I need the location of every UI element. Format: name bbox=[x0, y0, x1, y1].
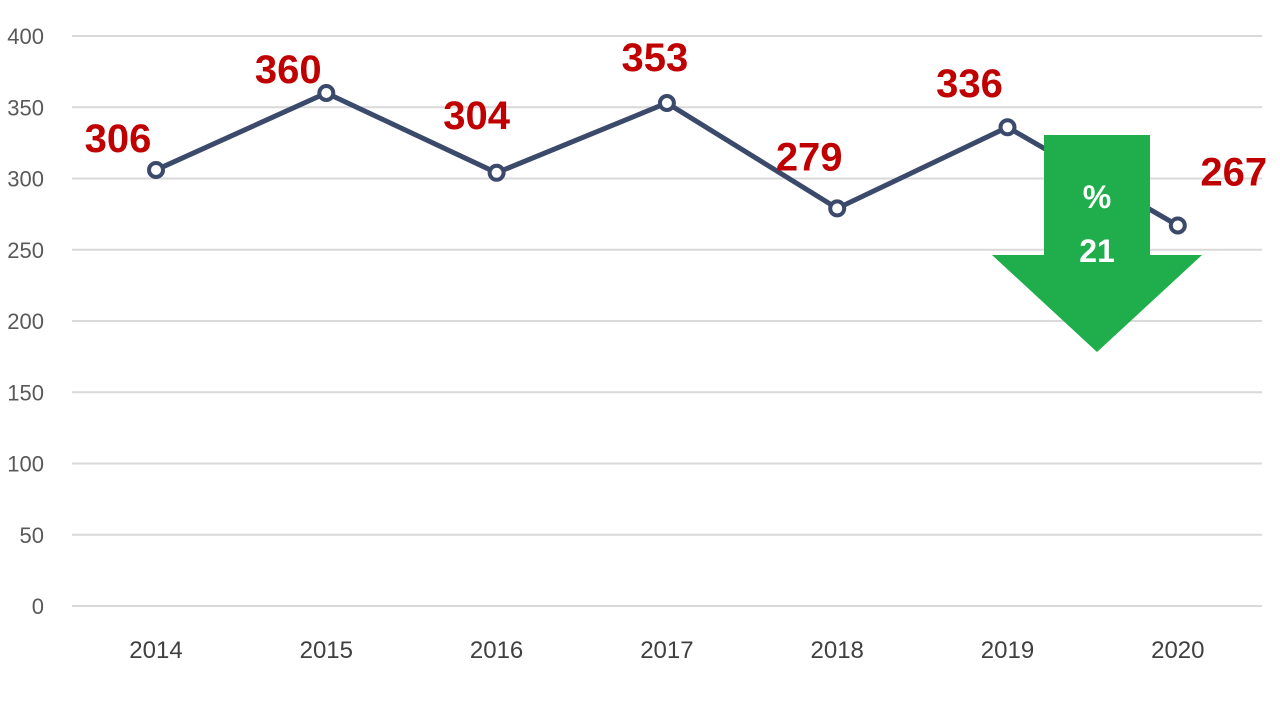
series-line-group bbox=[154, 90, 1180, 228]
arrow-percent-symbol: % bbox=[1083, 179, 1111, 215]
y-tick-label: 0 bbox=[32, 594, 44, 619]
x-tick-label: 2019 bbox=[981, 637, 1034, 664]
arrow-percent-value: 21 bbox=[1079, 233, 1115, 269]
y-tick-label: 100 bbox=[7, 452, 44, 477]
x-axis-ticks: 2014 2015 2016 2017 2018 2019 2020 bbox=[129, 637, 1204, 664]
y-tick-label: 50 bbox=[20, 523, 44, 548]
data-label: 360 bbox=[255, 48, 322, 92]
x-tick-label: 2015 bbox=[300, 637, 353, 664]
down-arrow-icon bbox=[992, 135, 1202, 352]
y-tick-label: 400 bbox=[7, 24, 44, 49]
data-point bbox=[147, 160, 165, 179]
data-label: 306 bbox=[85, 117, 152, 161]
data-labels: 306 360 304 353 279 336 267 bbox=[85, 36, 1268, 195]
x-tick-label: 2017 bbox=[640, 637, 693, 664]
data-label: 353 bbox=[622, 36, 689, 80]
y-tick-label: 200 bbox=[7, 309, 44, 334]
x-tick-label: 2016 bbox=[470, 637, 523, 664]
x-tick-label: 2014 bbox=[129, 637, 182, 664]
series-line bbox=[154, 90, 1180, 228]
data-label: 336 bbox=[936, 62, 1003, 106]
decrease-arrow-annotation: % 21 bbox=[992, 135, 1202, 352]
data-point bbox=[828, 199, 847, 218]
gridlines bbox=[72, 35, 1262, 607]
data-point bbox=[657, 93, 676, 112]
y-tick-label: 250 bbox=[7, 238, 44, 263]
y-tick-label: 150 bbox=[7, 380, 44, 405]
data-label: 279 bbox=[776, 135, 843, 179]
data-point bbox=[998, 118, 1017, 137]
data-point bbox=[487, 163, 506, 182]
data-label: 267 bbox=[1200, 151, 1267, 195]
y-axis-ticks: 0 50 100 150 200 250 300 350 400 bbox=[7, 24, 44, 619]
data-point bbox=[317, 84, 336, 102]
x-tick-label: 2020 bbox=[1151, 637, 1204, 664]
data-points bbox=[147, 84, 1187, 235]
y-tick-label: 350 bbox=[7, 95, 44, 120]
y-tick-label: 300 bbox=[7, 167, 44, 192]
x-tick-label: 2018 bbox=[811, 637, 864, 664]
data-point bbox=[1168, 216, 1187, 235]
data-label: 304 bbox=[443, 94, 510, 138]
